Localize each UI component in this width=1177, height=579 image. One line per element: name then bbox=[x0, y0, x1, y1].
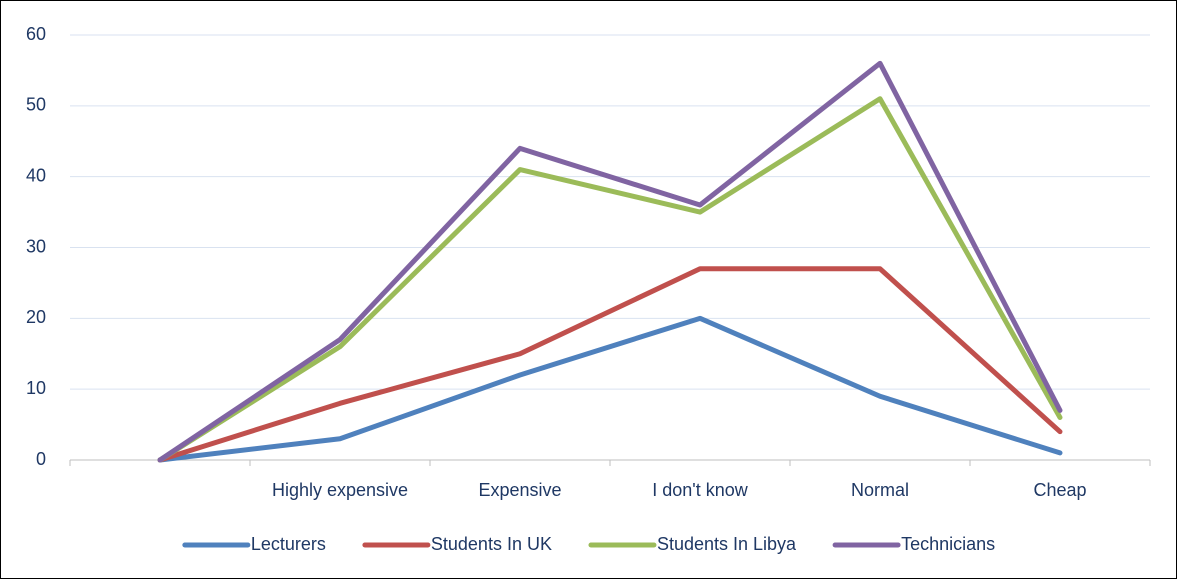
legend-label: Lecturers bbox=[251, 534, 326, 554]
y-tick-label: 20 bbox=[26, 307, 46, 327]
y-tick-label: 30 bbox=[26, 236, 46, 256]
x-tick-label: Expensive bbox=[478, 480, 561, 500]
series-line bbox=[157, 60, 1063, 463]
y-tick-label: 10 bbox=[26, 378, 46, 398]
legend-label: Students In Libya bbox=[657, 534, 797, 554]
y-tick-label: 40 bbox=[26, 165, 46, 185]
y-tick-label: 50 bbox=[26, 95, 46, 115]
x-tick-label: I don't know bbox=[652, 480, 748, 500]
y-tick-label: 60 bbox=[26, 24, 46, 44]
legend-label: Students In UK bbox=[431, 534, 552, 554]
y-tick-label: 0 bbox=[36, 449, 46, 469]
legend-label: Technicians bbox=[901, 534, 995, 554]
series-line bbox=[157, 315, 1063, 463]
x-tick-label: Highly expensive bbox=[272, 480, 408, 500]
x-tick-label: Normal bbox=[851, 480, 909, 500]
series-line bbox=[157, 96, 1063, 463]
x-tick-label: Cheap bbox=[1033, 480, 1086, 500]
series-line bbox=[157, 266, 1063, 463]
